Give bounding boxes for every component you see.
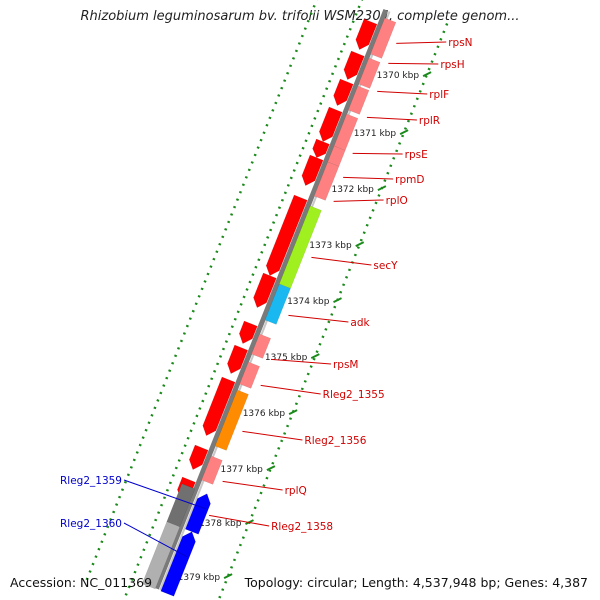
scale-tick-label: 1375 kbp xyxy=(265,353,308,363)
gene-label: rpsE xyxy=(405,149,428,161)
scale-tick xyxy=(355,241,365,248)
gene-forward xyxy=(265,194,308,276)
scale-tick xyxy=(288,409,298,416)
gene-label: Rleg2_1355 xyxy=(323,389,385,401)
accession-text: Accession: NC_011369 xyxy=(10,575,153,590)
leader-line xyxy=(209,514,270,527)
scale-tick-label: 1378 kbp xyxy=(199,519,242,529)
gene-reverse xyxy=(347,85,370,115)
scale-ruler xyxy=(217,23,449,600)
leader-line xyxy=(260,384,321,395)
leader-line xyxy=(123,479,207,510)
gene-Rleg2-1359 xyxy=(185,493,211,535)
gene-forward xyxy=(355,18,378,50)
leader-line xyxy=(311,256,372,266)
leader-line xyxy=(333,199,384,202)
scale-tick-label: 1373 kbp xyxy=(309,241,352,251)
gene-reverse xyxy=(313,161,340,201)
leader-line xyxy=(270,358,332,365)
scale-tick xyxy=(266,465,276,472)
leader-line xyxy=(222,480,283,491)
scale-tick-label: 1377 kbp xyxy=(220,465,263,475)
gene-forward xyxy=(312,138,330,158)
map-title: Rhizobium leguminosarum bv. trifolii WSM… xyxy=(80,9,520,24)
scale-tick xyxy=(422,71,432,78)
leader-line xyxy=(366,116,417,121)
scale-tick xyxy=(223,573,233,580)
leader-line xyxy=(377,90,428,95)
gene-Rleg2-1356 xyxy=(214,389,249,451)
leader-line xyxy=(242,430,303,441)
gene-label: rpsH xyxy=(440,59,464,71)
gene-label: rpsN xyxy=(448,37,472,49)
gene-label: rplO xyxy=(386,195,408,207)
leader-line xyxy=(388,62,439,65)
gene-label: Rleg2_1358 xyxy=(271,521,333,533)
gene-forward xyxy=(319,106,343,142)
gene-label: rplR xyxy=(419,115,440,127)
gene-Rleg2-1360 xyxy=(160,531,196,597)
scale-tick xyxy=(399,129,409,136)
gene-label: rpsM xyxy=(333,359,359,371)
scale-tick-label: 1374 kbp xyxy=(287,297,330,307)
gene-forward xyxy=(239,320,258,344)
topology-text: Topology: circular; Length: 4,537,948 bp… xyxy=(244,575,588,590)
scale-tick xyxy=(377,185,387,192)
scale-tick-label: 1372 kbp xyxy=(331,185,374,195)
gene-forward xyxy=(189,444,209,470)
gene-label: Rleg2_1360 xyxy=(60,518,122,530)
gene-forward xyxy=(333,78,354,106)
gene-forward xyxy=(301,154,324,186)
gene-label: Rleg2_1356 xyxy=(304,435,366,447)
gene-label: adk xyxy=(350,317,370,329)
scale-tick-label: 1379 kbp xyxy=(178,573,221,583)
gene-forward xyxy=(253,272,277,308)
leader-line xyxy=(123,522,188,558)
gene-adk xyxy=(264,283,291,325)
gene-reverse xyxy=(358,57,381,89)
gene-label: Rleg2_1359 xyxy=(60,475,122,487)
gene-label: rplF xyxy=(429,89,449,101)
gene-forward xyxy=(343,50,365,80)
gene-label: secY xyxy=(373,260,398,272)
gene-label: rpmD xyxy=(395,174,424,186)
scale-tick xyxy=(333,297,342,304)
gene-Rleg2-1360-gray xyxy=(141,521,181,590)
leader-line xyxy=(343,176,394,180)
leader-line xyxy=(352,152,403,155)
gene-label: rplQ xyxy=(285,485,307,497)
leader-line xyxy=(288,314,349,323)
gene-forward xyxy=(202,376,236,436)
leader-line xyxy=(396,41,447,44)
scale-tick-label: 1371 kbp xyxy=(354,129,397,139)
gene-reverse xyxy=(370,17,397,59)
gene-forward xyxy=(227,344,249,374)
scale-tick xyxy=(310,353,320,360)
gene-reverse xyxy=(239,361,260,389)
scale-tick-label: 1376 kbp xyxy=(243,409,286,419)
gene-reverse xyxy=(251,333,272,359)
backbone-line xyxy=(154,9,389,590)
scale-tick-label: 1370 kbp xyxy=(377,71,420,81)
gene-reverse xyxy=(201,455,223,485)
